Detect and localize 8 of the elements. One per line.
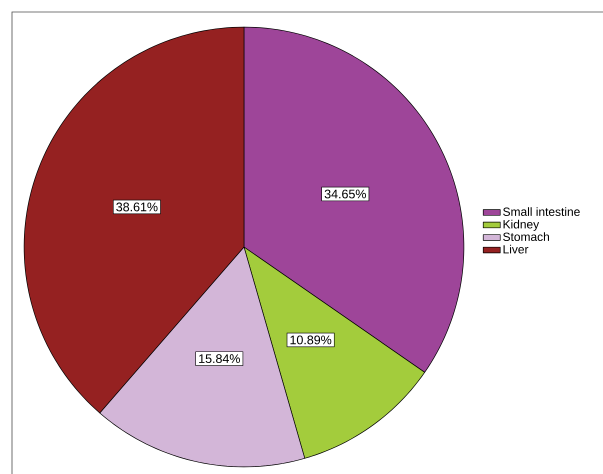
data-label: 34.65%	[324, 190, 366, 198]
data-label: 38.61%	[116, 202, 158, 212]
legend-label: Small intestine	[503, 207, 580, 216]
legend-label: Stomach	[503, 232, 549, 242]
legend-label: Kidney	[504, 220, 540, 231]
legend-label: Liver	[504, 244, 528, 254]
data-label: 15.84%	[199, 354, 240, 364]
data-label: 10.89%	[290, 336, 332, 344]
